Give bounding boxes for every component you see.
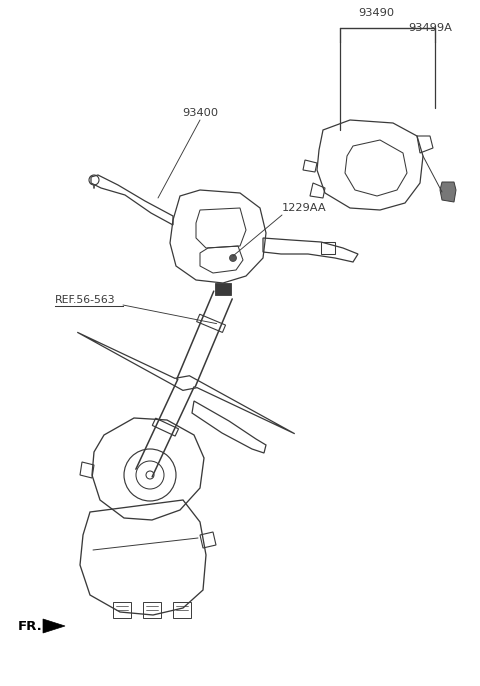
Polygon shape: [440, 182, 456, 202]
Circle shape: [229, 255, 237, 261]
Text: FR.: FR.: [18, 619, 43, 632]
Text: 93490: 93490: [358, 8, 394, 18]
Text: 93400: 93400: [182, 108, 218, 118]
Bar: [215, 283, 231, 295]
Text: 1229AA: 1229AA: [282, 203, 326, 213]
Polygon shape: [43, 619, 65, 633]
Text: REF.56-563: REF.56-563: [55, 295, 116, 305]
Text: 93499A: 93499A: [408, 23, 452, 33]
